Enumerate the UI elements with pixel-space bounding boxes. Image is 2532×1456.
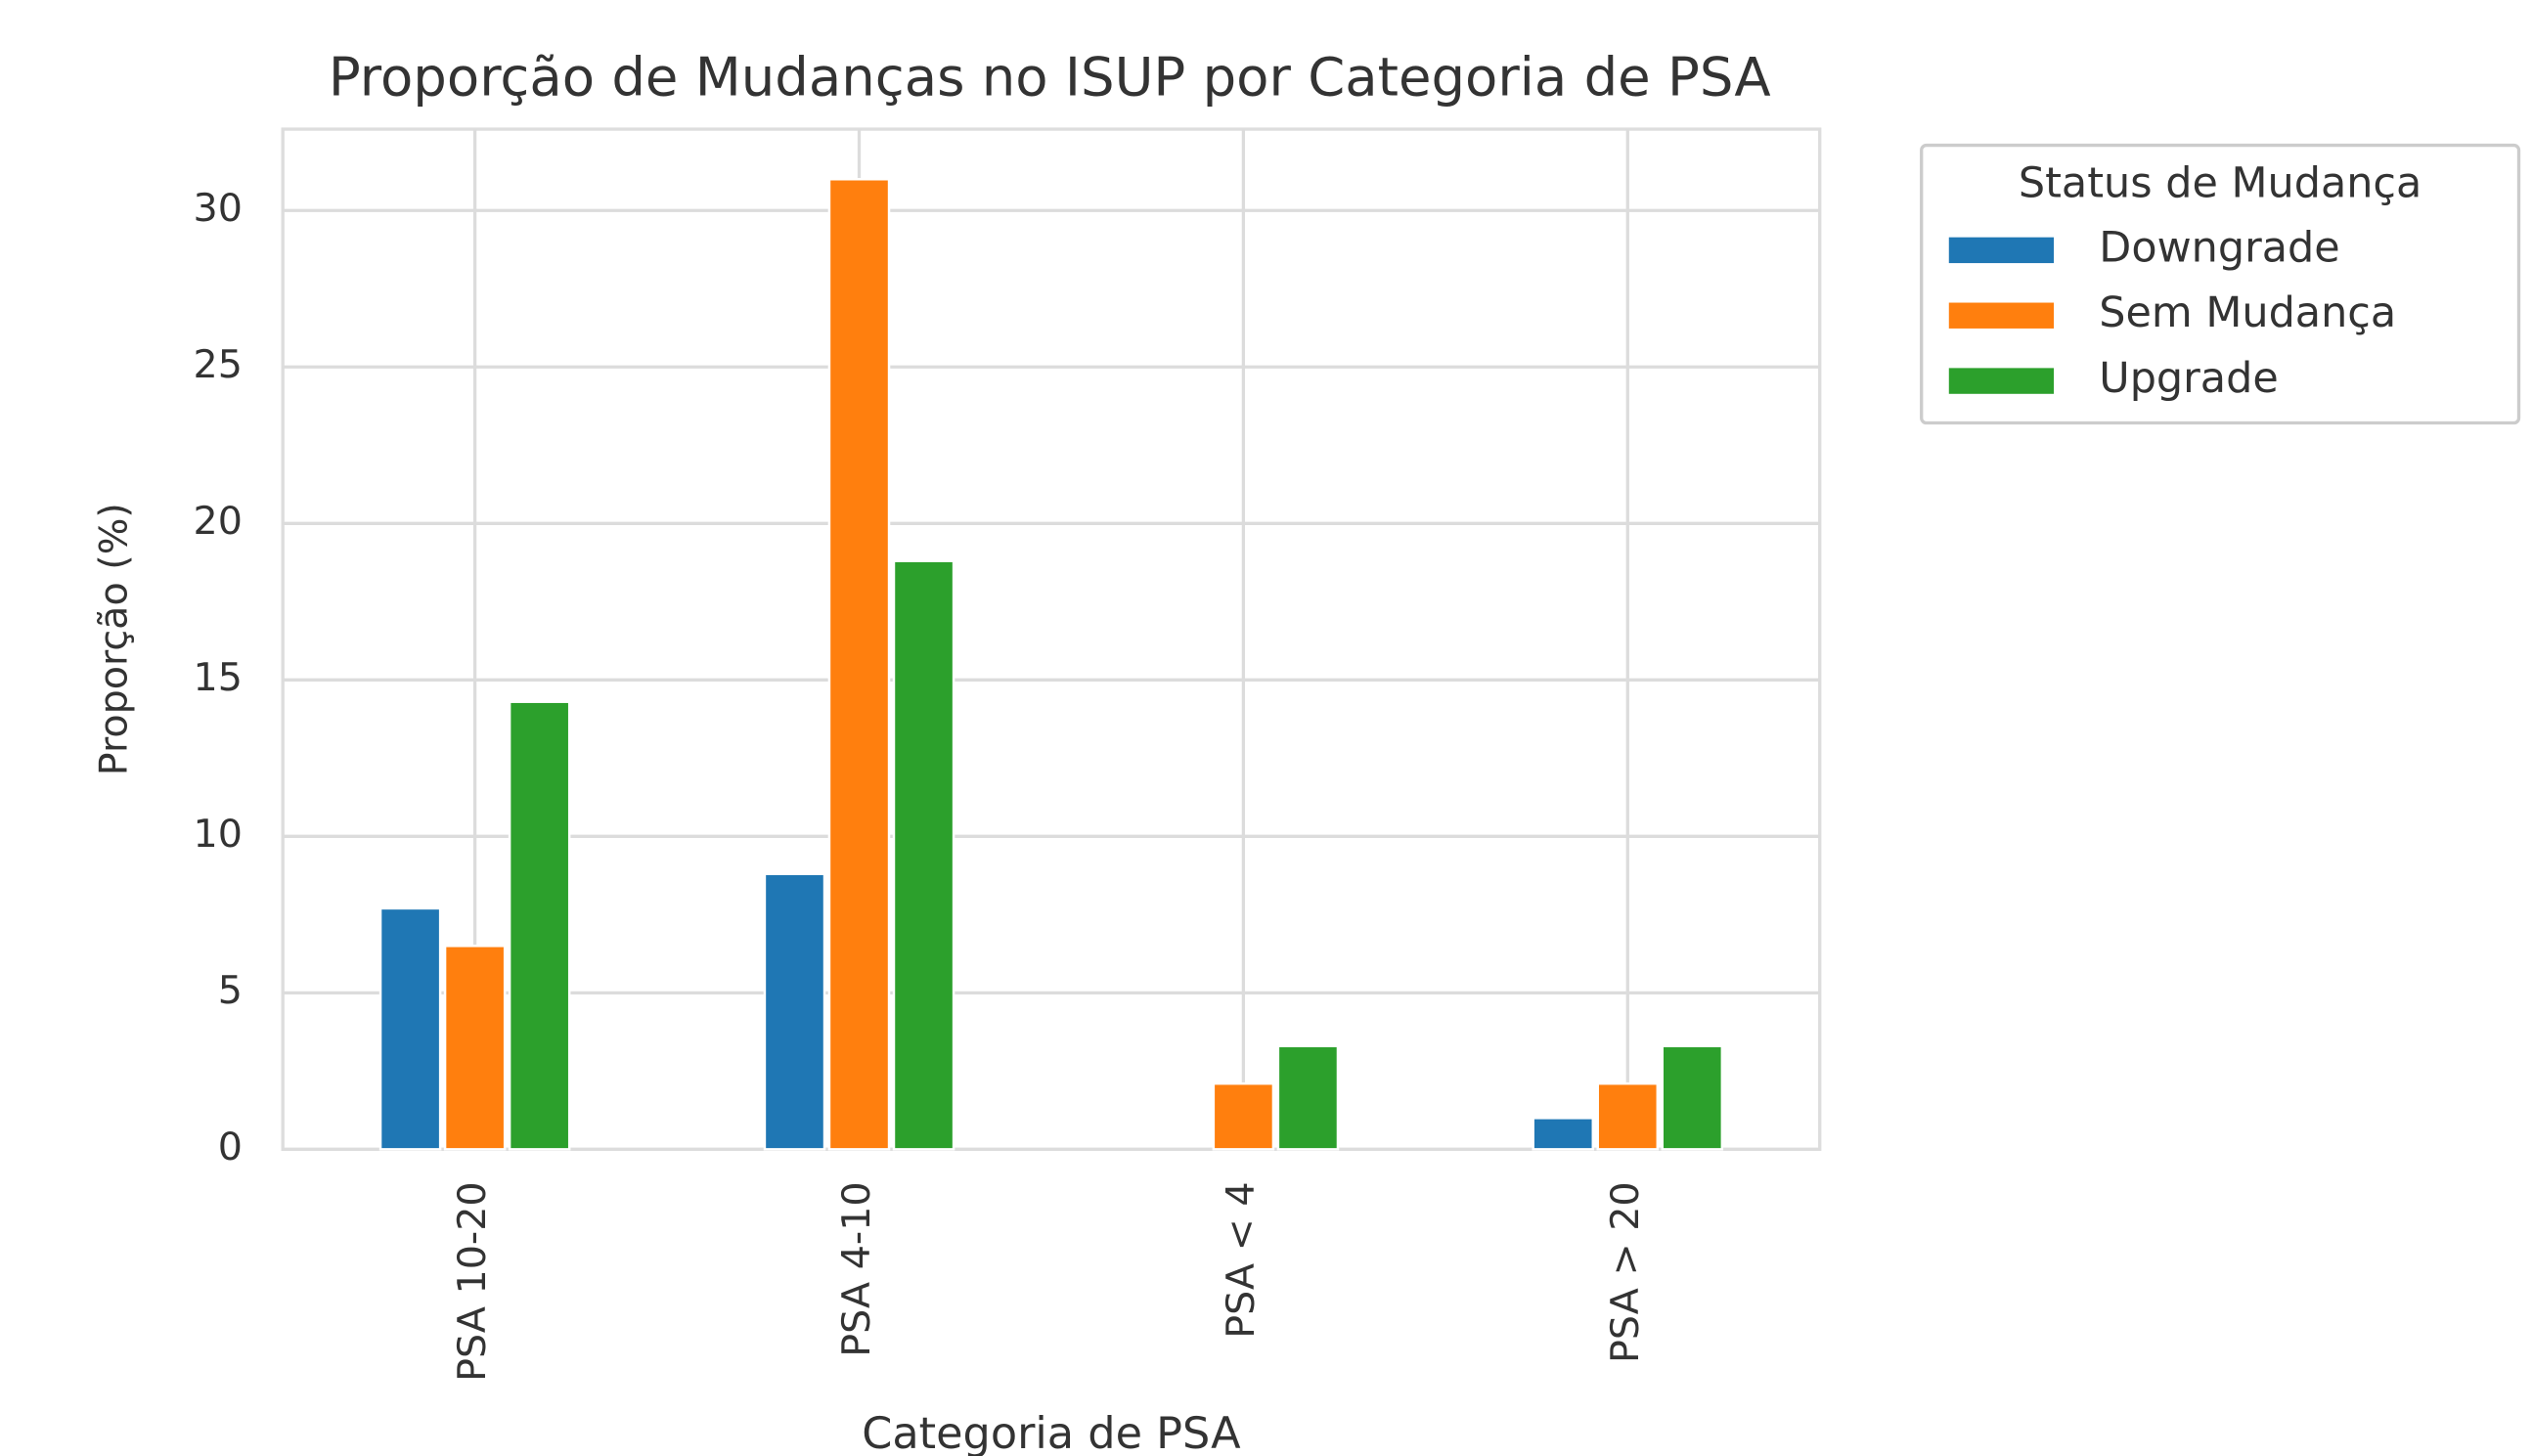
legend-label: Upgrade [2099, 354, 2278, 403]
chart-title: Proporção de Mudanças no ISUP por Catego… [329, 46, 1771, 109]
bar [892, 559, 955, 1151]
y-tick-label: 0 [218, 1125, 243, 1169]
y-tick-label: 30 [194, 186, 243, 231]
legend-swatch [1948, 302, 2055, 329]
bar [443, 945, 507, 1151]
bar [827, 178, 891, 1151]
legend: Status de Mudança Downgrade Sem Mudança Up… [1920, 143, 2521, 425]
bar [1661, 1044, 1724, 1151]
x-axis-label: Categoria de PSA [862, 1408, 1241, 1456]
x-tick-label: PSA 10-20 [450, 1181, 495, 1382]
legend-label: Downgrade [2099, 223, 2339, 272]
y-tick-label: 25 [194, 342, 243, 387]
x-tick-label: PSA > 20 [1603, 1181, 1648, 1363]
bar [1596, 1081, 1660, 1151]
y-tick-label: 20 [194, 499, 243, 544]
y-tick-label: 15 [194, 655, 243, 700]
bar [508, 700, 571, 1151]
legend-label: Sem Mudança [2099, 288, 2396, 337]
bar [1532, 1117, 1595, 1151]
bar [763, 872, 826, 1151]
legend-title: Status de Mudança [2019, 158, 2421, 207]
legend-swatch [1948, 368, 2055, 394]
x-tick-label: PSA < 4 [1219, 1181, 1264, 1338]
legend-box [1920, 143, 2521, 425]
x-tick-label: PSA 4-10 [834, 1181, 879, 1356]
bar [1212, 1081, 1275, 1151]
y-axis-label: Proporção (%) [92, 503, 137, 775]
y-tick-label: 5 [218, 968, 243, 1013]
bar [378, 906, 442, 1151]
legend-swatch [1948, 237, 2055, 264]
bar [1276, 1044, 1340, 1151]
y-tick-label: 10 [194, 812, 243, 857]
